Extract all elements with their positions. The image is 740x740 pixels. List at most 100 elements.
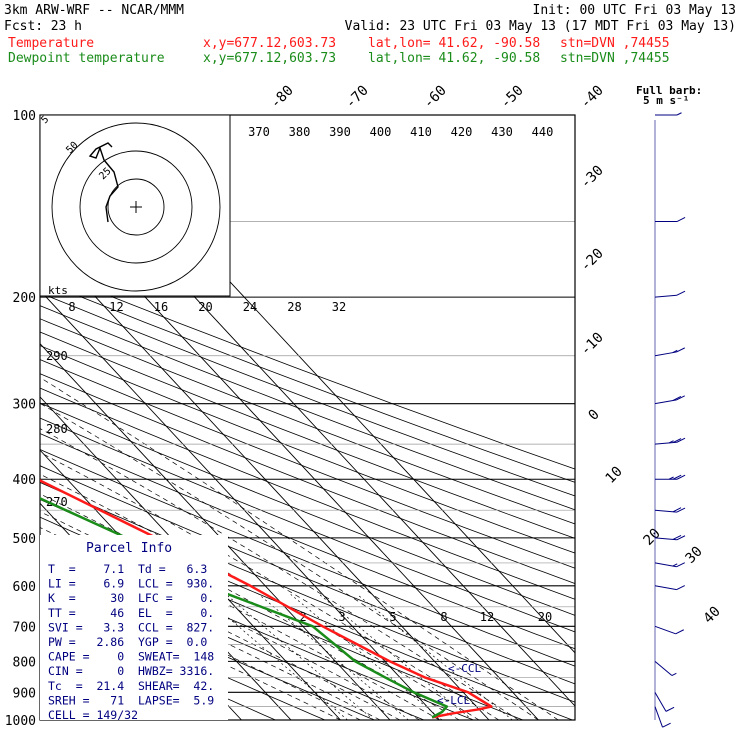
parcel-info-row: CAPE = 0 SWEAT= 148 [48,650,214,664]
hodograph-trace [88,142,119,223]
isotherm-label: 20 [641,526,664,549]
theta-label: 370 [248,125,270,139]
dewpoint-xy: x,y=677.12,603.73 [203,51,336,66]
wind-barb [654,625,684,635]
wind-barb [654,562,685,568]
isotherm-label: -20 [578,246,607,275]
mixing-ratio-label: 3 [338,610,345,624]
hodograph-axis-label: 32 [332,300,346,314]
parcel-info-row: LI = 6.9 LCL = 930. [48,577,214,591]
isotherm-label: 10 [603,464,626,487]
isotherm-label: -10 [578,330,607,359]
isotherm-label: 0 [586,407,603,424]
theta-label: 380 [289,125,311,139]
isotherm-label: -80 [268,83,297,112]
dewpoint-latlon: lat,lon= 41.62, -90.58 [368,51,540,66]
theta-label: 430 [491,125,513,139]
plot-frame [39,114,576,721]
temperature-line [40,479,493,719]
isotherm-label: -60 [421,83,450,112]
parcel-info-row: K = 30 LFC = 0. [48,591,214,605]
full-barb-label: Full barb: [636,84,702,97]
isotherm-label: 40 [701,604,724,627]
mixing-ratio-label: 2 [299,610,306,624]
forecast-hour: 23 h [51,19,82,34]
wind-barbs [654,112,686,728]
isotherm-label: 30 [683,544,706,567]
wind-barb [655,217,686,223]
parcel-info-row: CIN = 0 HWBZ= 3316. [48,664,214,678]
forecast-label: Fcst: [4,19,43,34]
wind-barb [654,507,686,513]
hodograph-axis-label: 24 [243,300,257,314]
mixing-ratio-label: 12 [480,610,494,624]
wind-barb [655,112,682,116]
theta-label: 410 [410,125,432,139]
hodograph-axis-label: 16 [154,300,168,314]
pressure-tick-label: 300 [13,398,36,413]
parcel-info-row: SREH = 71 LAPSE= 5.9 [48,693,214,707]
theta-label: 420 [451,125,473,139]
full-barb-units: 5 m s⁻¹ [643,94,689,107]
moist-adiabat [40,554,381,720]
pressure-tick-label: 200 [13,291,36,306]
parcel-info-row: Tc = 21.4 SHEAR= 42. [48,679,214,693]
mixing-ratio-line [225,594,374,720]
isotherm [40,289,440,720]
wind-barb [654,347,685,357]
parcel-info-row: CELL = 149/32 [48,708,138,722]
parcel-info-row: SVI = 3.3 CCL = 827. [48,620,214,634]
isotherm [40,236,490,720]
pressure-tick-label: 500 [13,532,36,547]
theta-label: 390 [329,125,351,139]
isotherm-label: -30 [578,163,607,192]
dewpoint-legend: Dewpoint temperature [8,51,165,66]
mixing-ratio-label: 5 [389,610,396,624]
wind-barb [654,437,686,445]
mixing-ratio-label: 20 [538,610,552,624]
wind-barb [654,585,685,591]
moist-adiabat [40,377,559,720]
wind-barb [654,290,686,298]
mixing-ratio-label: 8 [440,610,447,624]
mixing-ratio-line [356,594,513,720]
init-time: Init: 00 UTC Fri 03 May 13 [533,3,737,18]
hodograph-ring [79,150,193,264]
isotherm-label: -70 [343,83,372,112]
hodograph-axis-label: 12 [109,300,123,314]
wind-barb [655,474,686,480]
parcel-info-title: Parcel Info [86,541,172,556]
hodograph-axis-label: 8 [68,300,75,314]
pressure-tick-label: 900 [13,686,36,701]
pressure-tick-label: 400 [13,473,36,488]
hodograph-units: kts [48,284,68,297]
temperature-latlon: lat,lon= 41.62, -90.58 [368,36,540,51]
isotherm [40,396,341,720]
wind-barb [654,706,671,728]
hodograph-axis-label: 20 [198,300,212,314]
pressure-tick-label: 100 [13,109,36,124]
dewpoint-station: stn=DVN ,74455 [560,51,670,66]
hodograph-frame [39,114,231,297]
parcel-info-row: PW = 2.86 YGP = 0.0 [48,635,207,649]
wind-barb [654,395,685,405]
pressure-tick-label: 800 [13,655,36,670]
hodograph-axis-label: 28 [287,300,301,314]
isotherm-label: -40 [578,83,607,112]
valid-time: Valid: 23 UTC Fri 03 May 13 (17 MDT Fri … [345,19,736,34]
temperature-station: stn=DVN ,74455 [560,36,670,51]
model-title: 3km ARW-WRF -- NCAR/MMM [4,3,184,18]
isotherm-label: -50 [498,83,527,112]
lcl-annotation: <-LCL [437,694,470,707]
theta-left-label: 290 [46,349,68,363]
pressure-tick-label: 1000 [5,714,36,729]
wind-barb [654,534,686,541]
temperature-xy: x,y=677.12,603.73 [203,36,336,51]
hodograph-ring [107,178,165,236]
parcel-info-row: T = 7.1 Td = 6.3 [48,562,207,576]
theta-label: 400 [370,125,392,139]
pressure-tick-label: 700 [13,620,36,635]
theta-label: 440 [532,125,554,139]
